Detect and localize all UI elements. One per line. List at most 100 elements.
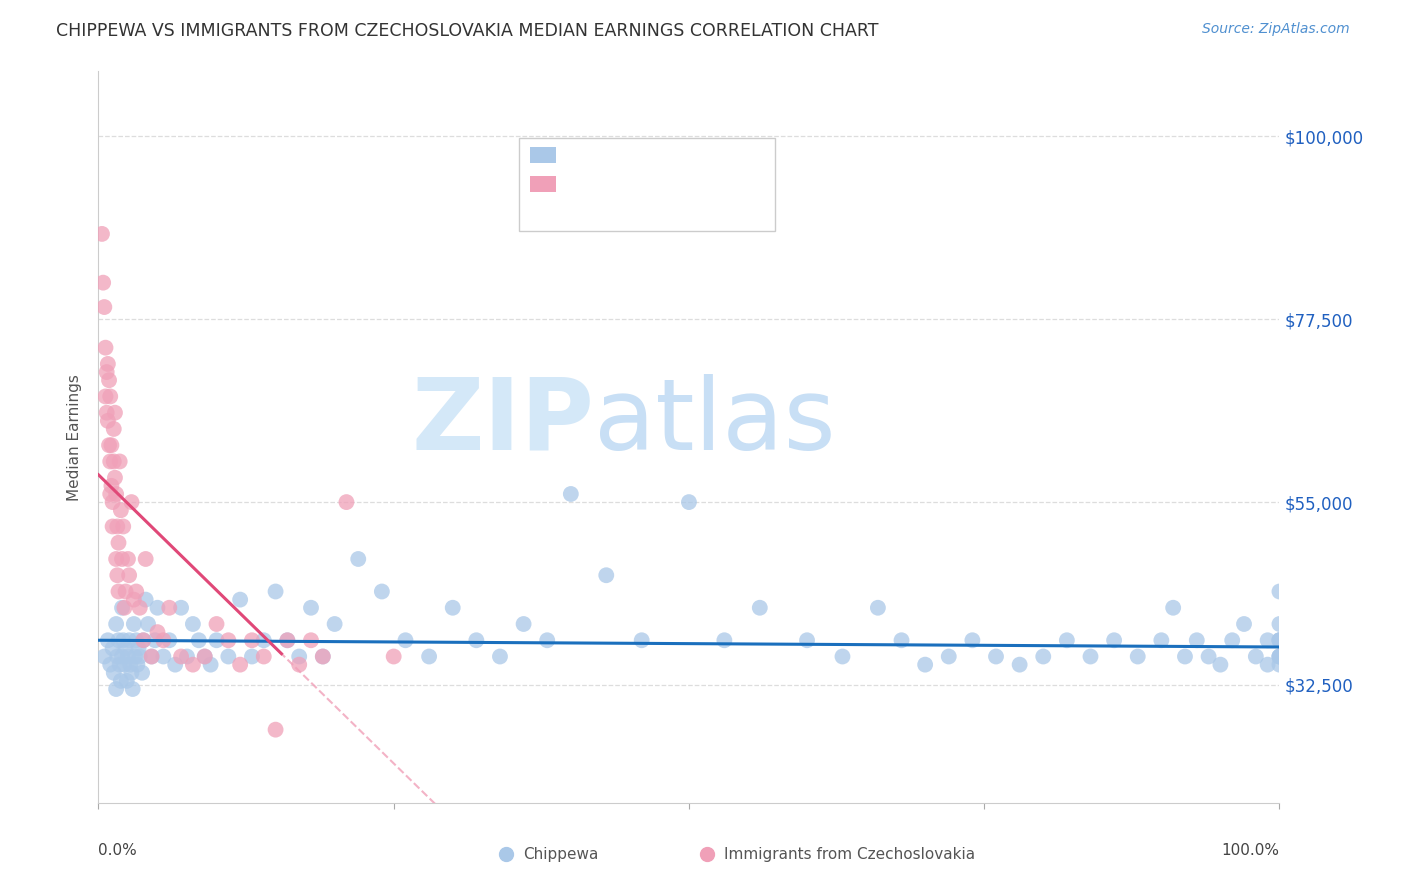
Point (136, 617, 159, 632)
Point (105, 681, 128, 696)
Point (205, 633, 228, 648)
Point (104, 471, 127, 485)
Point (152, 649, 174, 664)
Text: Source: ZipAtlas.com: Source: ZipAtlas.com (1202, 22, 1350, 37)
Point (323, 617, 346, 632)
Point (1268, 633, 1291, 648)
Point (117, 552, 139, 566)
Point (98, 657, 121, 672)
Point (229, 657, 252, 672)
Point (630, 633, 652, 648)
Point (181, 617, 204, 632)
Point (105, 617, 128, 632)
Point (107, 535, 129, 549)
Point (1209, 657, 1232, 672)
Point (101, 495, 124, 509)
Point (890, 633, 912, 648)
Point (595, 568, 617, 582)
Point (253, 633, 276, 648)
Point (441, 600, 464, 615)
Point (131, 665, 153, 680)
Point (1150, 633, 1173, 648)
Point (98, 454, 121, 468)
Point (560, 487, 582, 501)
Point (103, 454, 125, 468)
Point (831, 649, 853, 664)
Point (157, 633, 180, 648)
Y-axis label: Median Earnings: Median Earnings (67, 374, 83, 500)
Text: ZIP: ZIP (412, 374, 595, 471)
Point (1268, 584, 1291, 599)
Point (1080, 649, 1102, 664)
Point (1244, 649, 1267, 664)
Point (176, 649, 198, 664)
Point (121, 681, 143, 696)
Point (165, 657, 187, 672)
Point (914, 657, 936, 672)
Point (105, 552, 128, 566)
Point (98, 487, 121, 501)
Point (104, 406, 127, 420)
Text: Chippewa: Chippewa (523, 847, 599, 862)
Point (152, 633, 174, 648)
Point (465, 633, 488, 648)
Point (100, 438, 122, 452)
Point (141, 649, 163, 664)
Point (312, 649, 335, 664)
Point (866, 600, 889, 615)
Point (962, 633, 984, 648)
Point (1126, 649, 1149, 664)
Point (108, 657, 131, 672)
Text: R = -0.245   N = 101: R = -0.245 N = 101 (564, 149, 747, 164)
Point (1268, 649, 1291, 664)
Point (94, 389, 117, 403)
Point (157, 600, 180, 615)
Point (96, 406, 118, 420)
Point (205, 617, 228, 632)
Point (135, 552, 157, 566)
Point (110, 673, 132, 688)
Point (98, 438, 121, 452)
Point (240, 649, 263, 664)
Point (108, 454, 131, 468)
Point (1257, 657, 1279, 672)
Point (1220, 633, 1243, 648)
Point (796, 633, 818, 648)
Point (141, 649, 163, 664)
Point (118, 633, 141, 648)
Point (299, 600, 322, 615)
Point (194, 649, 217, 664)
Point (128, 641, 150, 656)
Point (1268, 617, 1291, 632)
Point (264, 584, 287, 599)
Point (1056, 633, 1078, 648)
Point (128, 649, 150, 664)
Point (1233, 617, 1256, 632)
Point (110, 503, 132, 517)
Point (111, 600, 134, 615)
Text: R =  -0.179   N =  61: R = -0.179 N = 61 (564, 178, 755, 194)
Point (94, 341, 117, 355)
Point (114, 641, 136, 656)
Point (121, 665, 143, 680)
Point (194, 649, 217, 664)
Point (122, 617, 145, 632)
Point (100, 479, 122, 493)
Text: 0.0%: 0.0% (98, 843, 138, 858)
Point (132, 633, 155, 648)
Point (91, 227, 114, 241)
Point (124, 649, 146, 664)
Point (105, 519, 128, 533)
Point (312, 649, 335, 664)
Point (115, 673, 138, 688)
Point (181, 657, 204, 672)
Point (101, 519, 124, 533)
Point (112, 657, 135, 672)
Point (111, 649, 134, 664)
Point (91, 276, 114, 290)
Point (678, 495, 700, 509)
Point (122, 592, 145, 607)
Point (103, 422, 125, 436)
Point (1032, 649, 1054, 664)
Point (1268, 649, 1291, 664)
